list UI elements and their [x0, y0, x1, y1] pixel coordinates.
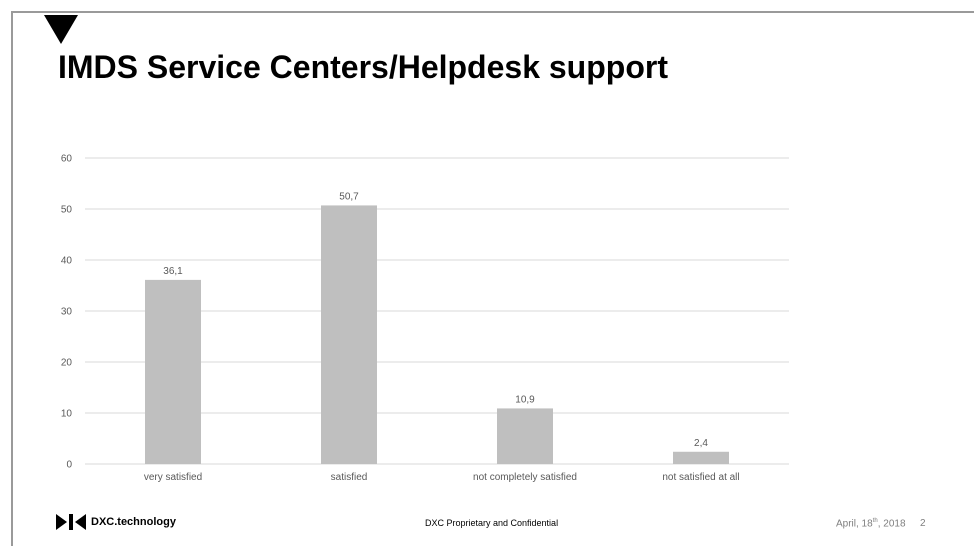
slide-frame — [11, 11, 974, 546]
bar — [673, 451, 729, 464]
bar — [321, 205, 377, 464]
data-label: 10,9 — [515, 394, 535, 405]
confidential-notice: DXC Proprietary and Confidential — [425, 518, 559, 528]
data-label: 36,1 — [163, 266, 183, 277]
x-tick-label: not satisfied at all — [662, 472, 739, 483]
date-suffix: , 2018 — [877, 518, 906, 530]
dxc-logo: DXC.technology — [56, 514, 176, 530]
date-suffix-sup: th — [872, 518, 878, 524]
x-tick-label: not completely satisfied — [473, 472, 577, 483]
y-tick-label: 10 — [61, 409, 73, 420]
logo-text: DXC.technology — [91, 516, 176, 528]
x-tick-label: satisfied — [331, 472, 368, 483]
y-tick-label: 20 — [61, 358, 73, 369]
y-tick-label: 40 — [61, 256, 73, 267]
x-tick-label: very satisfied — [144, 472, 202, 483]
bar — [497, 408, 553, 464]
slide-title: IMDS Service Centers/Helpdesk support — [58, 49, 668, 85]
corner-triangle-icon — [44, 15, 78, 44]
date-prefix: April, 18 — [836, 518, 873, 530]
dxc-logo-icon — [56, 514, 86, 530]
data-label: 2,4 — [694, 438, 708, 449]
y-tick-label: 60 — [61, 154, 73, 165]
bar — [145, 279, 201, 464]
data-label: 50,7 — [339, 191, 359, 202]
y-tick-label: 50 — [61, 205, 73, 216]
page-number: 2 — [920, 518, 926, 529]
footer-date: April, 18th, 2018 — [836, 518, 906, 529]
y-tick-label: 0 — [66, 460, 72, 471]
y-tick-label: 30 — [61, 307, 73, 318]
